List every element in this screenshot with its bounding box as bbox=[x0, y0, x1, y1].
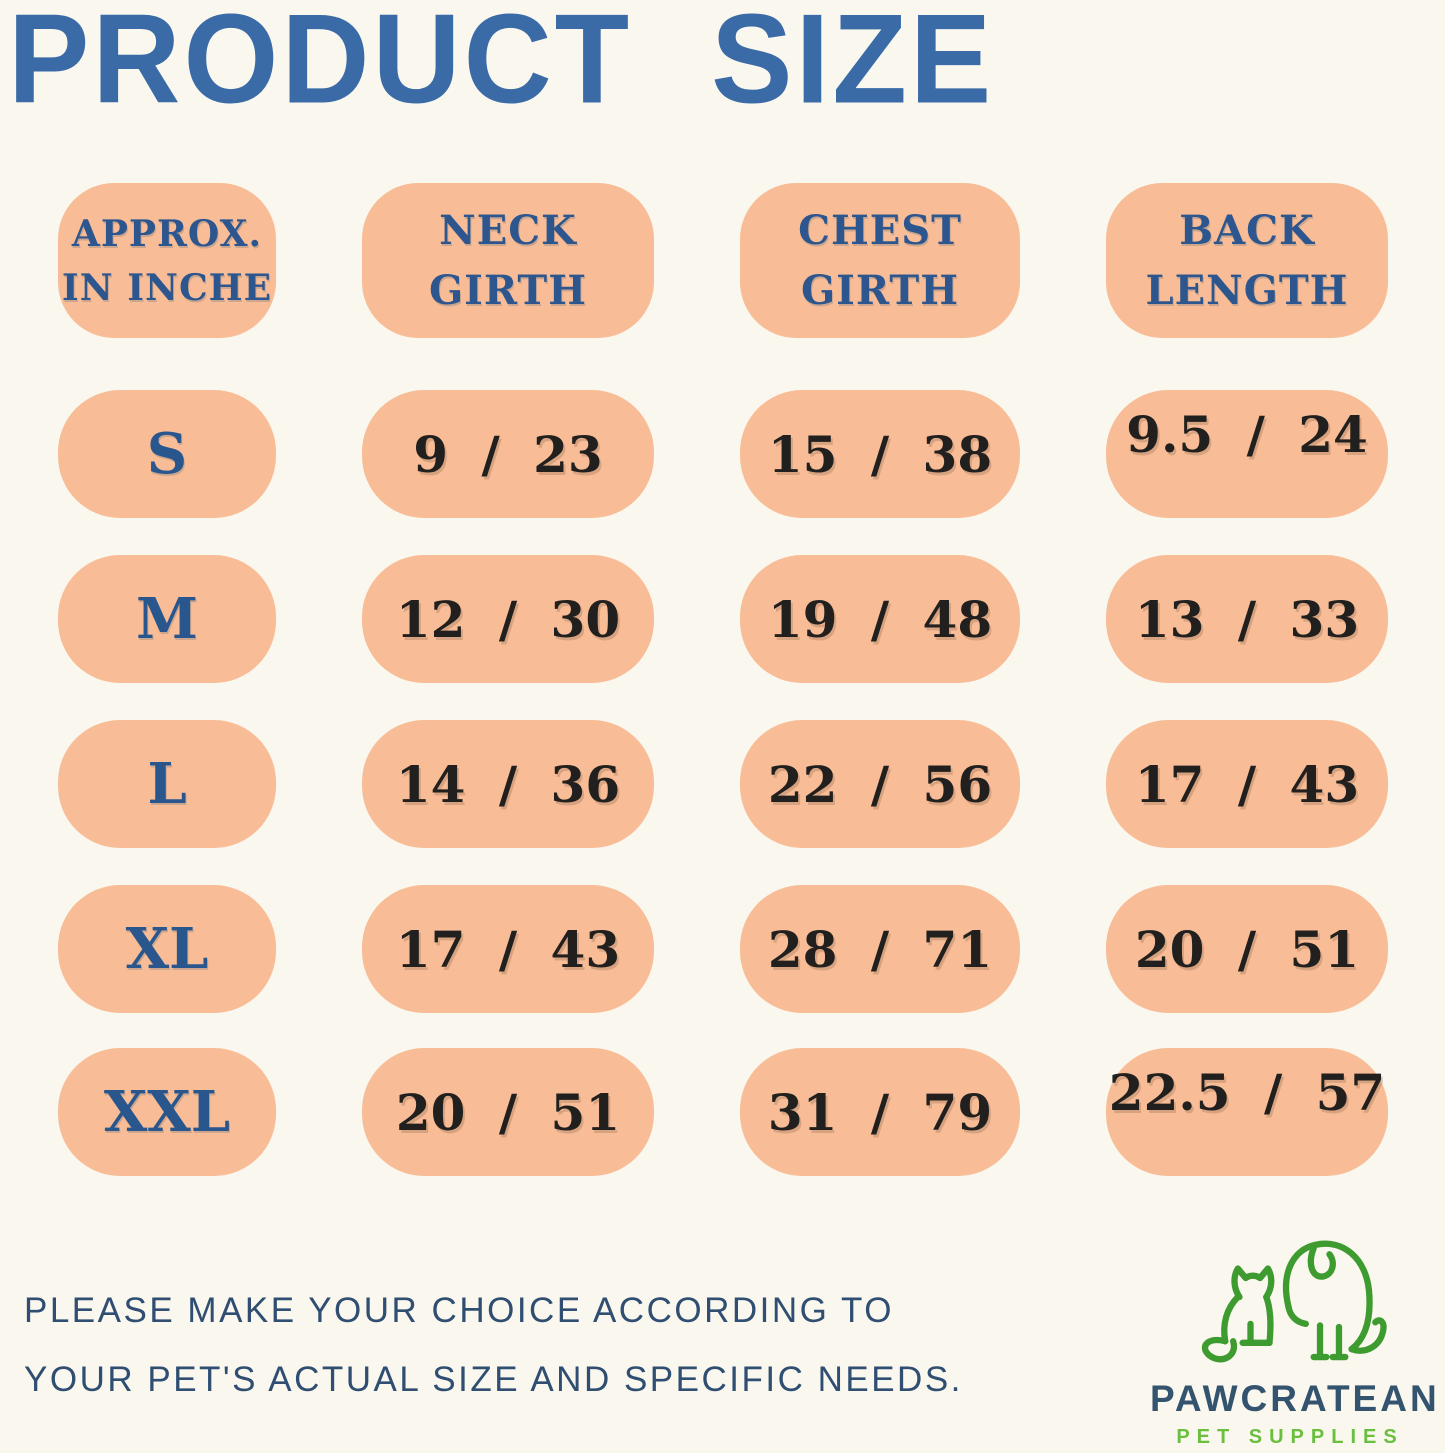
size-label: M bbox=[136, 586, 198, 652]
back-length-value: 17 / 43 bbox=[1134, 754, 1360, 814]
neck-girth-cell: 12 / 30 bbox=[362, 555, 654, 683]
header-cell-chest-girth: CHEST GIRTH bbox=[740, 183, 1020, 338]
back-length-value: 22.5 / 57 bbox=[1108, 1062, 1386, 1122]
size-label: XL bbox=[125, 916, 209, 982]
neck-girth-cell: 20 / 51 bbox=[362, 1048, 654, 1176]
header-label: GIRTH bbox=[429, 266, 587, 314]
chest-girth-cell: 22 / 56 bbox=[740, 720, 1020, 848]
neck-girth-value: 14 / 36 bbox=[395, 754, 621, 814]
header-label: GIRTH bbox=[801, 266, 959, 314]
size-label: S bbox=[146, 421, 188, 487]
neck-girth-cell: 9 / 23 bbox=[362, 390, 654, 518]
neck-girth-value: 20 / 51 bbox=[395, 1082, 621, 1142]
table-row-s: S 9 / 23 15 / 38 9.5 / 24 bbox=[0, 390, 1388, 518]
chest-girth-cell: 28 / 71 bbox=[740, 885, 1020, 1013]
chest-girth-value: 22 / 56 bbox=[767, 754, 993, 814]
neck-girth-value: 9 / 23 bbox=[413, 424, 603, 484]
table-row-xxl: XXL 20 / 51 31 / 79 22.5 / 57 bbox=[0, 1048, 1388, 1176]
size-cell: L bbox=[58, 720, 276, 848]
chest-girth-value: 31 / 79 bbox=[767, 1082, 993, 1142]
size-cell: S bbox=[58, 390, 276, 518]
neck-girth-value: 12 / 30 bbox=[395, 589, 621, 649]
back-length-value: 9.5 / 24 bbox=[1126, 404, 1368, 464]
back-length-cell: 20 / 51 bbox=[1106, 885, 1388, 1013]
header-cell-back-length: BACK LENGTH bbox=[1106, 183, 1388, 338]
neck-girth-value: 17 / 43 bbox=[395, 919, 621, 979]
note-line-2: YOUR PET'S ACTUAL SIZE AND SPECIFIC NEED… bbox=[24, 1360, 963, 1400]
table-row-l: L 14 / 36 22 / 56 17 / 43 bbox=[0, 720, 1388, 848]
back-length-cell: 17 / 43 bbox=[1106, 720, 1388, 848]
chest-girth-cell: 19 / 48 bbox=[740, 555, 1020, 683]
chest-girth-value: 15 / 38 bbox=[767, 424, 993, 484]
header-label: APPROX. bbox=[71, 212, 263, 255]
back-length-value: 13 / 33 bbox=[1134, 589, 1360, 649]
page-title: PRODUCT SIZE bbox=[8, 0, 995, 130]
size-cell: M bbox=[58, 555, 276, 683]
note-text: PLEASE MAKE YOUR CHOICE ACCORDING TO YOU… bbox=[24, 1276, 963, 1415]
chest-girth-value: 19 / 48 bbox=[767, 589, 993, 649]
size-label: L bbox=[147, 751, 187, 817]
chest-girth-cell: 31 / 79 bbox=[740, 1048, 1020, 1176]
back-length-cell: 13 / 33 bbox=[1106, 555, 1388, 683]
back-length-cell: 9.5 / 24 bbox=[1106, 390, 1388, 518]
back-length-value: 20 / 51 bbox=[1134, 919, 1360, 979]
chest-girth-cell: 15 / 38 bbox=[740, 390, 1020, 518]
size-cell: XL bbox=[58, 885, 276, 1013]
dog-and-cat-icon bbox=[1201, 1240, 1387, 1363]
chest-girth-value: 28 / 71 bbox=[767, 919, 993, 979]
header-label: LENGTH bbox=[1145, 266, 1349, 314]
brand-tagline: PET SUPPLIES bbox=[1176, 1426, 1404, 1448]
neck-girth-cell: 17 / 43 bbox=[362, 885, 654, 1013]
header-cell-approx-in-inche: APPROX. IN INCHE bbox=[58, 183, 276, 338]
table-row-m: M 12 / 30 19 / 48 13 / 33 bbox=[0, 555, 1388, 683]
header-cell-neck-girth: NECK GIRTH bbox=[362, 183, 654, 338]
brand-logo: PAWCRATEAN PET SUPPLIES bbox=[1150, 1218, 1440, 1449]
header-label: BACK bbox=[1179, 206, 1315, 254]
header-label: CHEST bbox=[798, 206, 962, 254]
brand-name: PAWCRATEAN bbox=[1150, 1378, 1440, 1419]
back-length-cell: 22.5 / 57 bbox=[1106, 1048, 1388, 1176]
size-label: XXL bbox=[103, 1079, 231, 1145]
note-line-1: PLEASE MAKE YOUR CHOICE ACCORDING TO bbox=[24, 1291, 894, 1330]
size-cell: XXL bbox=[58, 1048, 276, 1176]
neck-girth-cell: 14 / 36 bbox=[362, 720, 654, 848]
header-label: IN INCHE bbox=[61, 266, 273, 309]
table-row-xl: XL 17 / 43 28 / 71 20 / 51 bbox=[0, 885, 1388, 1013]
header-label: NECK bbox=[439, 206, 577, 254]
table-header-row: APPROX. IN INCHE NECK GIRTH CHEST GIRTH … bbox=[0, 183, 1388, 338]
